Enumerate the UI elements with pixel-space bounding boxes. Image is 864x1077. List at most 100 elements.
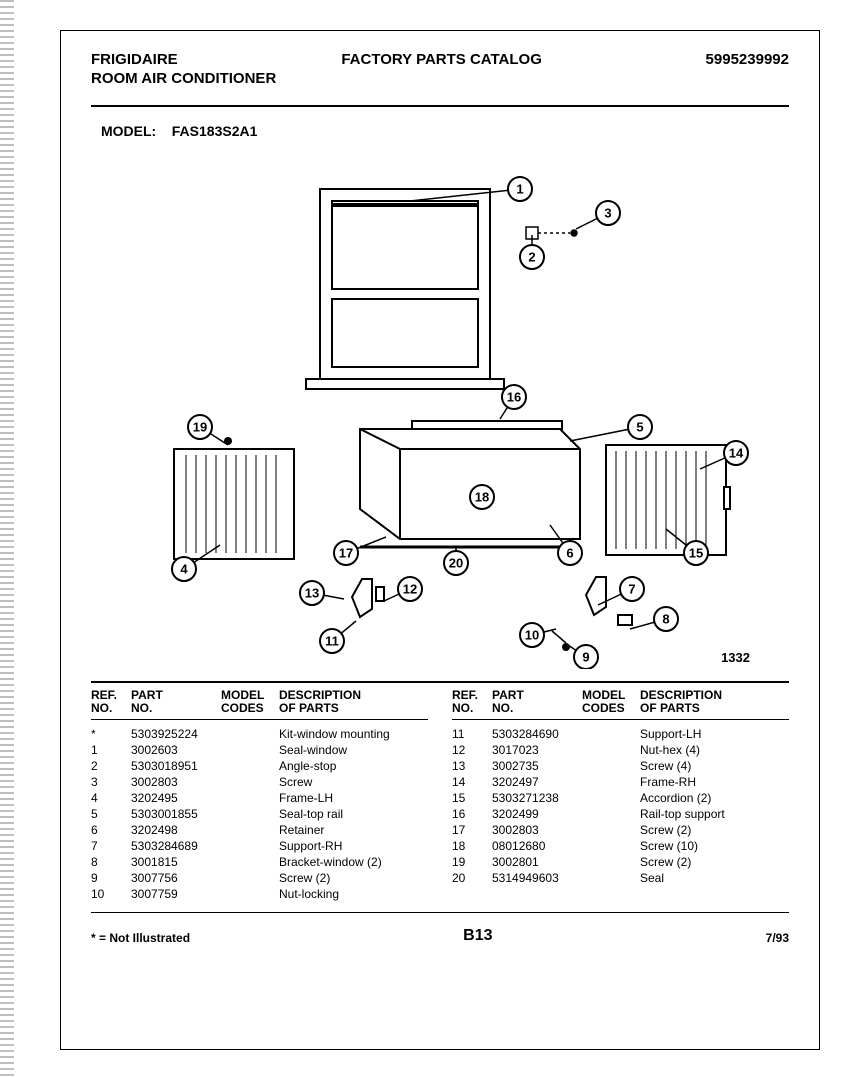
table-row: 143202497Frame-RH (452, 774, 789, 790)
cell-part: 3002803 (492, 823, 582, 837)
cell-model (221, 775, 279, 789)
cell-ref: 12 (452, 743, 492, 757)
cell-ref: 1 (91, 743, 131, 757)
cell-model (582, 791, 640, 805)
model-label: MODEL: (101, 123, 156, 139)
svg-text:1: 1 (516, 182, 523, 197)
cell-part: 5303271238 (492, 791, 582, 805)
cell-desc: Rail-top support (640, 807, 789, 821)
cell-ref: 20 (452, 871, 492, 885)
cell-desc: Nut-hex (4) (640, 743, 789, 757)
drawing-number: 1332 (721, 650, 750, 665)
th-model: MODEL CODES (582, 689, 640, 715)
page-header: FRIGIDAIRE FACTORY PARTS CATALOG 5995239… (61, 31, 819, 97)
table-row: 193002801Screw (2) (452, 854, 789, 870)
th-ref: REF. NO. (91, 689, 131, 715)
cell-model (221, 759, 279, 773)
svg-text:12: 12 (403, 582, 417, 597)
cell-desc: Angle-stop (279, 759, 428, 773)
cell-part: 3007756 (131, 871, 221, 885)
cell-part: 5303018951 (131, 759, 221, 773)
cell-model (582, 775, 640, 789)
cell-desc: Frame-RH (640, 775, 789, 789)
table-row: 83001815Bracket-window (2) (91, 854, 428, 870)
callout-3: 3 (576, 201, 620, 229)
header-rule (91, 105, 789, 107)
table-row: 33002803Screw (91, 774, 428, 790)
cell-ref: * (91, 727, 131, 741)
brand-name: FRIGIDAIRE (91, 51, 178, 68)
th-model: MODEL CODES (221, 689, 279, 715)
cell-model (221, 855, 279, 869)
cell-ref: 16 (452, 807, 492, 821)
table-row: 25303018951Angle-stop (91, 758, 428, 774)
cell-ref: 9 (91, 871, 131, 885)
cell-model (582, 823, 640, 837)
cell-part: 5314949603 (492, 871, 582, 885)
cell-part: 3017023 (492, 743, 582, 757)
table-row: 173002803Screw (2) (452, 822, 789, 838)
callout-2: 2 (520, 235, 544, 269)
cell-desc: Support-LH (640, 727, 789, 741)
cell-desc: Retainer (279, 823, 428, 837)
cell-part: 3202498 (131, 823, 221, 837)
cell-part: 3202497 (492, 775, 582, 789)
cell-part: 3202499 (492, 807, 582, 821)
th-desc: DESCRIPTION OF PARTS (640, 689, 789, 715)
model-line: MODEL: FAS183S2A1 (101, 123, 819, 139)
callout-9: 9 (568, 645, 598, 669)
cell-ref: 19 (452, 855, 492, 869)
cell-part: 3202495 (131, 791, 221, 805)
cell-desc: Accordion (2) (640, 791, 789, 805)
parts-table-left: REF. NO. PART NO. MODEL CODES DESCRIPTIO… (91, 689, 428, 902)
catalog-number: 5995239992 (706, 51, 789, 68)
svg-text:15: 15 (689, 546, 703, 561)
cell-model (221, 807, 279, 821)
page-number: B13 (463, 927, 492, 945)
cell-model (221, 839, 279, 853)
product-line: ROOM AIR CONDITIONER (91, 70, 789, 87)
cell-desc: Seal (640, 871, 789, 885)
cell-ref: 15 (452, 791, 492, 805)
callout-19: 19 (188, 415, 228, 445)
svg-text:18: 18 (475, 490, 489, 505)
catalog-title: FACTORY PARTS CATALOG (341, 51, 542, 68)
cell-desc: Screw (2) (279, 871, 428, 885)
footnote: * = Not Illustrated (91, 931, 190, 945)
cell-desc: Screw (279, 775, 428, 789)
th-part: PART NO. (492, 689, 582, 715)
cell-desc: Nut-locking (279, 887, 428, 901)
callout-10: 10 (520, 623, 556, 647)
table-row: 103007759Nut-locking (91, 886, 428, 902)
svg-text:5: 5 (636, 420, 643, 435)
cell-ref: 7 (91, 839, 131, 853)
th-desc: DESCRIPTION OF PARTS (279, 689, 428, 715)
parts-table: REF. NO. PART NO. MODEL CODES DESCRIPTIO… (91, 681, 789, 913)
svg-text:9: 9 (582, 650, 589, 665)
svg-text:8: 8 (662, 612, 669, 627)
callout-8: 8 (630, 607, 678, 631)
cell-desc: Screw (2) (640, 823, 789, 837)
cell-desc: Screw (4) (640, 759, 789, 773)
table-row: 133002735Screw (4) (452, 758, 789, 774)
table-row: 163202499 Rail-top support (452, 806, 789, 822)
svg-text:3: 3 (604, 206, 611, 221)
svg-text:11: 11 (325, 634, 339, 649)
svg-text:20: 20 (449, 556, 463, 571)
callout-5: 5 (570, 415, 652, 441)
cell-model (582, 743, 640, 757)
svg-text:14: 14 (729, 446, 744, 461)
cell-ref: 10 (91, 887, 131, 901)
cell-model (221, 823, 279, 837)
cell-part: 5303284690 (492, 727, 582, 741)
cell-part: 5303925224 (131, 727, 221, 741)
catalog-page: FRIGIDAIRE FACTORY PARTS CATALOG 5995239… (60, 30, 820, 1050)
table-row: 93007756 Screw (2) (91, 870, 428, 886)
table-row: 155303271238 Accordion (2) (452, 790, 789, 806)
cell-desc: Screw (10) (640, 839, 789, 853)
callout-18: 18 (470, 485, 494, 509)
cell-desc: Screw (2) (640, 855, 789, 869)
cell-ref: 11 (452, 727, 492, 741)
cell-desc: Frame-LH (279, 791, 428, 805)
cell-part: 5303284689 (131, 839, 221, 853)
